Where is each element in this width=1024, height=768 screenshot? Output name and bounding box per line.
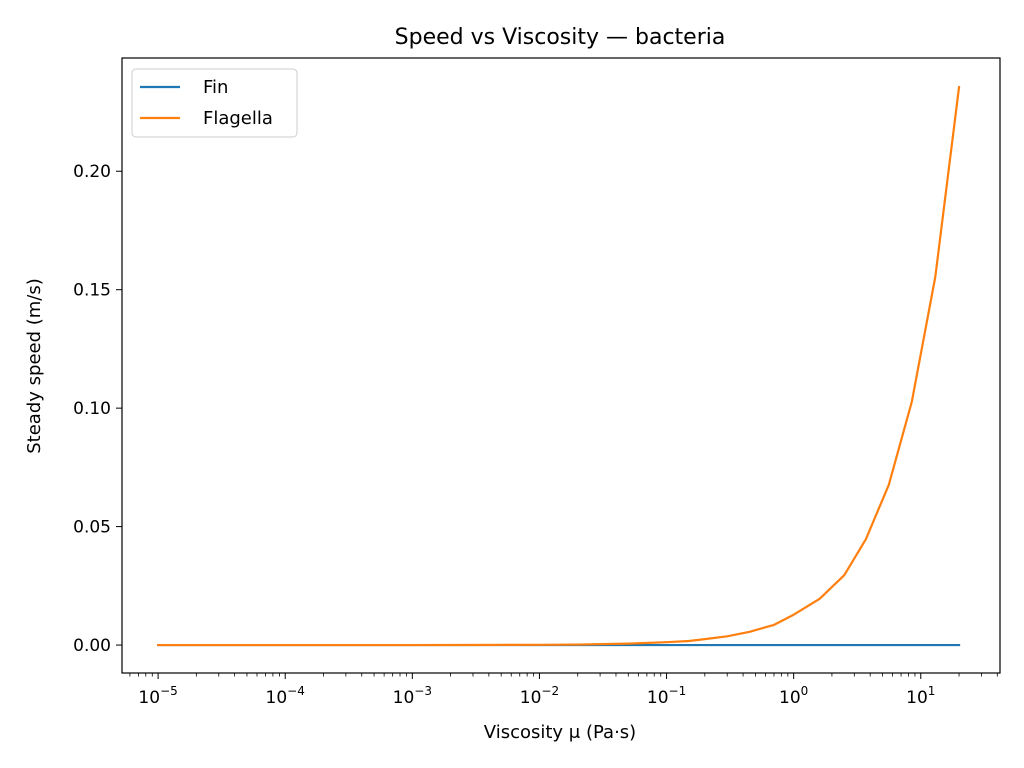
x-axis: 10−5 10−4 10−3 10−2 10−1 100 101	[129, 673, 998, 708]
chart-title: Speed vs Viscosity — bacteria	[395, 25, 726, 50]
y-tick-label: 0.20	[73, 162, 111, 182]
axes-frame	[121, 57, 1001, 674]
x-tick-label: 10−2	[520, 684, 559, 708]
x-tick-label: 100	[779, 684, 808, 708]
x-tick-label: 10−1	[647, 684, 686, 708]
y-axis-label: Steady speed (m/s)	[24, 278, 45, 454]
x-tick-label: 10−4	[266, 684, 305, 708]
series-layer	[157, 85, 961, 647]
legend-label-fin: Fin	[203, 77, 228, 98]
y-axis: 0.00 0.05 0.10 0.15 0.20	[73, 162, 122, 656]
y-tick-label: 0.15	[73, 281, 111, 301]
x-axis-label: Viscosity μ (Pa·s)	[484, 722, 636, 743]
legend: Fin Flagella	[131, 68, 298, 138]
x-tick-label: 10−3	[393, 684, 432, 708]
y-tick-label: 0.05	[73, 518, 111, 538]
y-tick-label: 0.00	[73, 636, 111, 656]
x-tick-label: 101	[906, 684, 935, 708]
series-line-flagella	[157, 85, 961, 647]
y-tick-label: 0.10	[73, 399, 111, 419]
legend-label-flagella: Flagella	[203, 108, 273, 129]
x-tick-label: 10−5	[138, 684, 177, 708]
